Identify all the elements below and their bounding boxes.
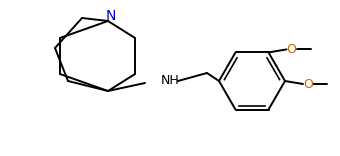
Text: N: N [106, 9, 116, 23]
Text: O: O [287, 43, 296, 56]
Text: NH: NH [160, 75, 180, 88]
Text: O: O [303, 78, 313, 90]
